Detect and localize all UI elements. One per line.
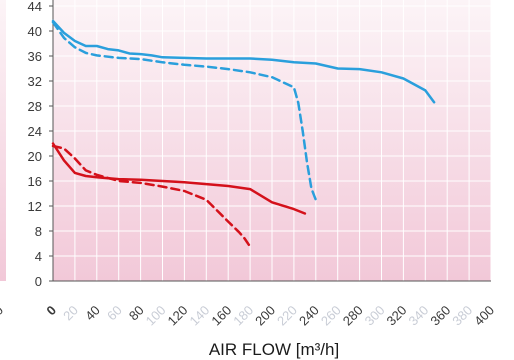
series-layer xyxy=(51,19,436,248)
x-tick-label: 240 xyxy=(296,303,322,329)
series-line-red-dashed xyxy=(51,144,252,248)
x-tick-label: 40 xyxy=(82,303,103,324)
x-tick-label: 120 xyxy=(165,303,191,329)
x-tick-label: 100 xyxy=(143,303,169,329)
y-tick-label: 28 xyxy=(28,99,42,114)
x-tick-label: 200 xyxy=(252,303,278,329)
y-tick-label: 44 xyxy=(28,0,42,14)
y-tick-label: 8 xyxy=(35,224,42,239)
y-tick-label: 40 xyxy=(28,24,42,39)
x-tick-label: 300 xyxy=(362,303,388,329)
adjacent-chart-tick-label: 320 xyxy=(0,303,6,329)
y-tick-label: 0 xyxy=(35,274,42,289)
x-axis-title: AIR FLOW [m³/h] xyxy=(209,340,339,359)
y-tick-label: 12 xyxy=(28,199,42,214)
x-tick-label: 400 xyxy=(471,303,497,329)
axes xyxy=(49,0,491,282)
grid xyxy=(52,0,492,282)
y-tick-label: 16 xyxy=(28,174,42,189)
series-line-red-solid xyxy=(51,142,307,215)
x-tick-label: 140 xyxy=(186,303,212,329)
x-tick-label: 320 xyxy=(384,303,410,329)
x-tick-label: 260 xyxy=(318,303,344,329)
y-tick-label: 20 xyxy=(28,149,42,164)
x-tick-label: 20 xyxy=(60,303,81,324)
y-tick-labels: 0 4 8 12 16 20 24 28 32 36 40 44 xyxy=(28,0,42,289)
x-tick-label: 380 xyxy=(449,303,475,329)
x-tick-label: 160 xyxy=(208,303,234,329)
x-tick-label: 180 xyxy=(230,303,256,329)
series-line-blue-dashed xyxy=(51,21,318,202)
y-tick-label: 24 xyxy=(28,124,42,139)
x-tick-label: 220 xyxy=(274,303,300,329)
x-tick-label: 60 xyxy=(104,303,125,324)
y-tick-label: 4 xyxy=(35,249,42,264)
y-tick-label: 32 xyxy=(28,74,42,89)
x-tick-label: 80 xyxy=(126,303,147,324)
x-tick-label: 0 xyxy=(43,303,59,319)
x-tick-label: 360 xyxy=(427,303,453,329)
x-tick-labels: 0 20 40 60 801001201401601802002202402602803… xyxy=(43,303,497,329)
y-tick-label: 36 xyxy=(28,49,42,64)
adjacent-chart-background xyxy=(0,0,6,281)
x-tick-label: 280 xyxy=(340,303,366,329)
x-tick-label: 340 xyxy=(405,303,431,329)
series-line-blue-solid xyxy=(51,19,436,104)
